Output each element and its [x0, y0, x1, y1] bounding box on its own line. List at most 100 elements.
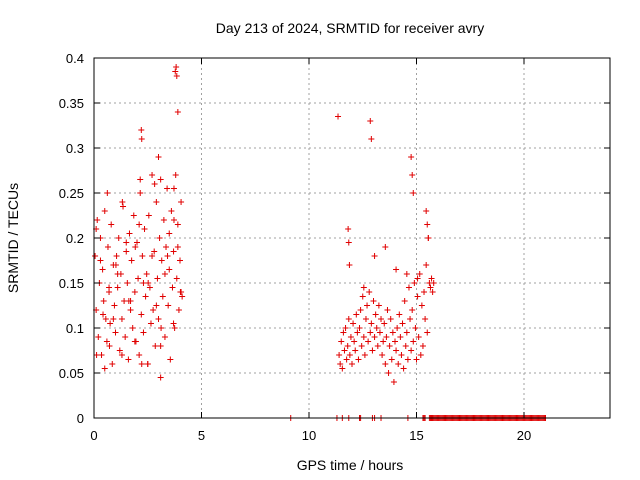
data-point — [392, 338, 398, 345]
data-point — [151, 248, 158, 255]
y-tick-label: 0.4 — [66, 51, 84, 66]
data-point — [142, 293, 149, 300]
data-point — [423, 208, 430, 214]
data-point — [410, 338, 417, 345]
y-tick-label: 0.35 — [59, 96, 84, 111]
data-point — [347, 334, 354, 340]
data-point — [345, 239, 352, 246]
data-point — [405, 284, 412, 291]
data-point — [390, 379, 397, 385]
data-point — [99, 266, 106, 273]
data-point — [428, 275, 435, 282]
data-point — [368, 136, 375, 142]
data-point — [123, 239, 130, 246]
data-point — [403, 271, 410, 277]
data-point — [129, 325, 136, 331]
data-point — [130, 212, 137, 219]
data-point — [126, 230, 133, 237]
data-point — [123, 248, 130, 255]
data-point — [404, 356, 411, 363]
data-point — [360, 334, 367, 340]
x-tick-label: 0 — [90, 428, 97, 443]
y-tick-label: 0.15 — [59, 276, 84, 291]
data-point — [159, 293, 166, 300]
data-point — [120, 203, 127, 210]
data-point — [423, 262, 430, 268]
data-point — [373, 325, 380, 331]
data-point — [167, 356, 174, 363]
data-point — [138, 127, 145, 133]
data-point — [361, 352, 368, 358]
data-point — [383, 334, 390, 340]
data-point — [112, 262, 119, 268]
data-point — [174, 221, 181, 228]
data-point — [365, 338, 372, 345]
data-point — [107, 320, 114, 327]
data-point — [151, 181, 158, 187]
data-point — [131, 289, 138, 295]
data-point — [111, 302, 118, 309]
data-point — [97, 257, 104, 264]
data-point — [115, 235, 122, 241]
data-point — [109, 361, 116, 367]
data-point — [380, 338, 387, 345]
data-point — [397, 334, 404, 340]
data-point — [93, 352, 100, 358]
data-point — [374, 343, 381, 349]
tick-labels: 0 5 10 15 20 0 0.05 0.1 0.15 0.2 0.25 0.3 0.35 0.4 — [59, 51, 532, 443]
data-point — [400, 365, 407, 372]
data-point — [179, 293, 186, 300]
data-point — [108, 221, 115, 228]
data-point — [414, 275, 421, 282]
data-point — [173, 64, 180, 70]
data-point — [144, 361, 151, 367]
data-point — [412, 325, 419, 331]
data-point — [415, 334, 422, 340]
data-point — [418, 302, 425, 309]
data-point — [106, 343, 113, 349]
data-point — [335, 113, 342, 120]
data-point — [430, 280, 437, 286]
y-tick-label: 0.25 — [59, 186, 84, 201]
data-point — [401, 298, 408, 304]
data-point — [137, 176, 144, 183]
data-point — [408, 154, 415, 160]
data-point — [134, 239, 140, 246]
data-point — [164, 185, 171, 192]
data-point — [150, 307, 157, 313]
x-tick-label: 15 — [409, 428, 423, 443]
data-points — [92, 64, 549, 421]
data-point — [170, 217, 177, 223]
data-point — [345, 226, 352, 232]
data-point — [362, 316, 369, 322]
data-point — [367, 118, 374, 124]
data-point — [118, 316, 125, 322]
data-point — [158, 257, 165, 264]
data-point — [166, 230, 173, 237]
data-point — [131, 338, 138, 345]
data-point — [157, 374, 164, 381]
grid — [94, 58, 610, 418]
data-point — [95, 334, 102, 340]
data-point — [427, 284, 434, 291]
data-point — [174, 109, 181, 115]
data-point — [338, 338, 345, 345]
data-point — [345, 316, 352, 322]
data-point — [170, 320, 177, 327]
data-point — [357, 307, 364, 313]
data-point — [379, 352, 386, 358]
data-point — [358, 343, 365, 349]
data-point — [110, 316, 117, 322]
data-point — [92, 253, 99, 259]
data-point — [366, 289, 373, 295]
data-point — [171, 325, 178, 331]
data-point — [124, 280, 131, 286]
data-point — [161, 334, 168, 340]
data-point — [156, 235, 163, 241]
data-point — [421, 289, 428, 295]
data-point — [375, 302, 382, 309]
data-point — [113, 253, 120, 259]
data-point — [116, 347, 123, 354]
data-point — [402, 343, 409, 349]
